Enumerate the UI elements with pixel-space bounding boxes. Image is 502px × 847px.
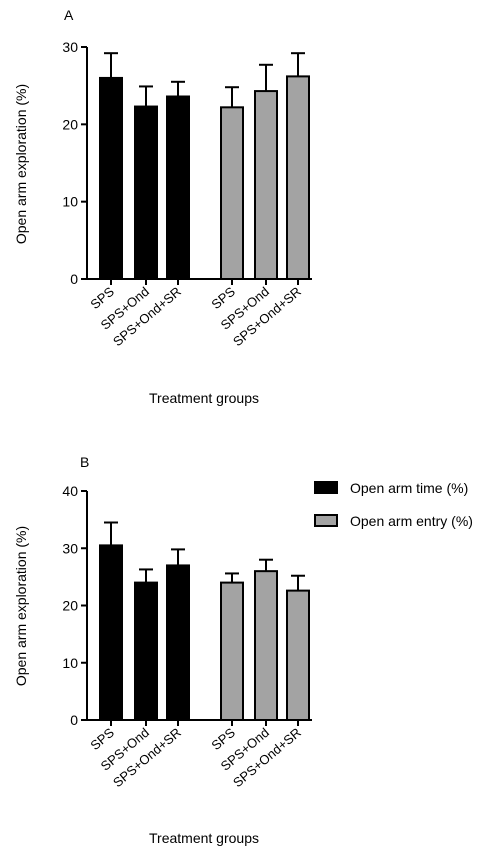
panel-a-y-tick-label: 30 — [62, 39, 78, 55]
panel-b: B Open arm exploration (%) Treatment gro… — [13, 454, 312, 846]
panel-a-bar — [99, 76, 123, 280]
panel-b-bar — [134, 581, 158, 721]
panel-a-letter: A — [64, 7, 74, 23]
panel-a-bar — [254, 90, 278, 280]
panel-a-bar — [286, 75, 310, 280]
panel-b-bar — [220, 581, 244, 721]
panel-a-bar — [134, 105, 158, 281]
legend-swatch-entry — [314, 514, 338, 527]
panel-b-letter: B — [80, 454, 89, 470]
legend-swatch-time — [314, 481, 338, 494]
panel-b-y-axis-title: Open arm exploration (%) — [13, 526, 29, 686]
panel-a-bar — [166, 95, 190, 280]
panel-a-y-axis-title: Open arm exploration (%) — [13, 84, 29, 244]
legend-label-entry: Open arm entry (%) — [350, 513, 473, 529]
panel-b-bar — [254, 570, 278, 722]
panel-a-y-tick-label: 10 — [62, 194, 78, 210]
panel-b-x-axis-title: Treatment groups — [149, 830, 259, 846]
panel-b-y-tick-label: 30 — [62, 540, 78, 556]
panel-b-y-tick-label: 10 — [62, 655, 78, 671]
panel-a-bar — [220, 106, 244, 280]
panel-a: A Open arm exploration (%) Treatment gro… — [13, 7, 312, 406]
legend: Open arm time (%) Open arm entry (%) — [314, 480, 473, 529]
panel-b-bar — [166, 564, 190, 721]
panel-a-y-tick-label: 0 — [70, 271, 78, 287]
panel-b-y-tick-label: 20 — [62, 598, 78, 614]
panel-b-y-tick-label: 0 — [70, 712, 78, 728]
panel-a-x-axis-title: Treatment groups — [149, 390, 259, 406]
panel-b-bar — [286, 589, 310, 721]
legend-item-entry: Open arm entry (%) — [314, 513, 473, 529]
legend-item-time: Open arm time (%) — [314, 480, 468, 496]
panel-b-y-tick-label: 40 — [62, 483, 78, 499]
panel-b-bar — [99, 544, 123, 722]
panel-a-y-tick-label: 20 — [62, 116, 78, 132]
legend-label-time: Open arm time (%) — [350, 480, 468, 496]
